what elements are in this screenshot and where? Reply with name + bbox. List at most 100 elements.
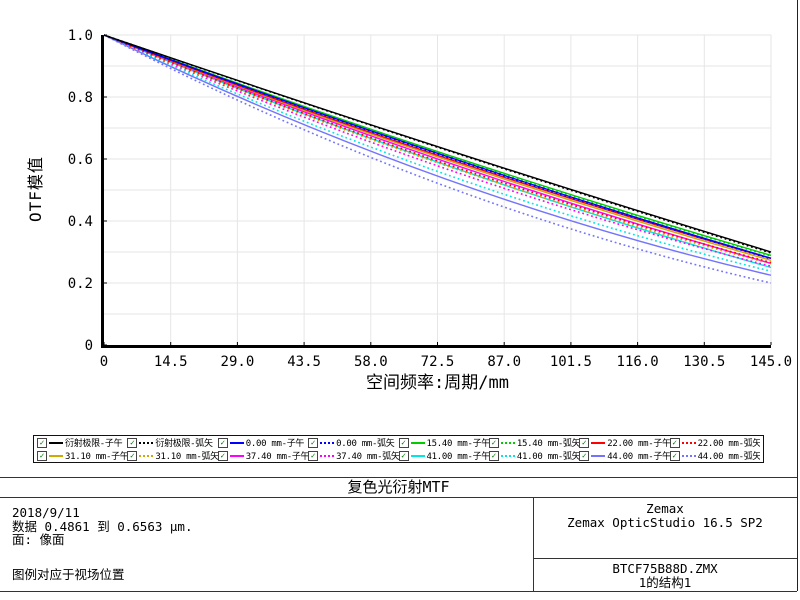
legend-entry: ✓ 31.10 mm-弧矢	[127, 449, 218, 462]
y-tick-label: 0.6	[68, 152, 93, 168]
legend-entry: ✓ 0.00 mm-弧矢	[308, 436, 398, 449]
legend-entry-label: 37.40 mm-弧矢	[336, 452, 399, 462]
legend-checkbox-icon[interactable]: ✓	[488, 450, 499, 461]
y-tick-label: 1.0	[68, 28, 93, 44]
y-tick-label: 0.2	[68, 276, 93, 292]
mtf-curve	[103, 34, 772, 284]
legend-checkbox-icon[interactable]: ✓	[488, 437, 499, 448]
legend-checkbox-icon[interactable]: ✓	[37, 437, 47, 448]
legend-entry: ✓ 22.00 mm-子午	[579, 436, 670, 449]
legend-checkbox-icon[interactable]: ✓	[398, 437, 409, 448]
legend-entry-label: 44.00 mm-子午	[607, 452, 670, 462]
x-tick-label: 29.0	[221, 354, 255, 370]
legend-entry: ✓ 31.10 mm-子午	[37, 449, 127, 462]
legend: ✓ 衍射极限-子午 ✓ 衍射极限-弧矢 ✓ 0.00 mm-子午 ✓ 0.00 mm-弧矢 ✓ 1…	[33, 435, 764, 463]
divider	[533, 497, 534, 591]
legend-line-swatch	[500, 441, 515, 444]
legend-checkbox-icon[interactable]: ✓	[127, 437, 138, 448]
x-tick-label: 87.0	[487, 354, 521, 370]
x-tick-label: 58.0	[354, 354, 388, 370]
legend-line-swatch	[49, 454, 63, 457]
legend-entry-label: 衍射极限-子午	[65, 439, 123, 449]
legend-entry-label: 41.00 mm-子午	[426, 452, 489, 462]
legend-entry-label: 22.00 mm-弧矢	[697, 439, 760, 449]
vendor-name: Zemax	[646, 501, 684, 516]
legend-checkbox-icon[interactable]: ✓	[579, 450, 590, 461]
legend-checkbox-icon[interactable]: ✓	[37, 450, 47, 461]
legend-entry-label: 15.40 mm-子午	[426, 439, 489, 449]
legend-entry: ✓ 44.00 mm-弧矢	[669, 449, 760, 462]
legend-checkbox-icon[interactable]: ✓	[127, 450, 138, 461]
file-info: BTCF75B88D.ZMX 1的结构1	[533, 561, 797, 591]
legend-entry-label: 0.00 mm-子午	[245, 439, 305, 449]
legend-row: ✓ 衍射极限-子午 ✓ 衍射极限-弧矢 ✓ 0.00 mm-子午 ✓ 0.00 mm-弧矢 ✓ 1…	[34, 436, 763, 449]
legend-checkbox-icon[interactable]: ✓	[217, 450, 228, 461]
legend-row: ✓ 31.10 mm-子午 ✓ 31.10 mm-弧矢 ✓ 37.40 mm-子午 ✓ 37.…	[34, 449, 763, 462]
analysis-surface: 面: 像面	[12, 532, 65, 547]
legend-line-swatch	[591, 454, 606, 457]
x-tick-label: 116.0	[617, 354, 659, 370]
legend-entry-label: 22.00 mm-子午	[607, 439, 670, 449]
legend-checkbox-icon[interactable]: ✓	[217, 437, 228, 448]
legend-checkbox-icon[interactable]: ✓	[308, 437, 319, 448]
legend-checkbox-icon[interactable]: ✓	[579, 437, 590, 448]
x-axis-title: 空间频率:周期/mm	[366, 373, 509, 393]
mtf-curve	[103, 34, 772, 264]
x-tick-label: 43.5	[287, 354, 321, 370]
mtf-curve	[103, 34, 772, 272]
legend-entry: ✓ 37.40 mm-子午	[217, 449, 309, 462]
legend-line-swatch	[139, 454, 154, 457]
mtf-chart: 0 0.2 0.4 0.6 0.8 1.0 0 14.5 29.0 43.5 58.0 72.5 87.…	[68, 28, 792, 370]
x-tick-label: 72.5	[421, 354, 455, 370]
legend-entry: ✓ 41.00 mm-弧矢	[488, 449, 579, 462]
legend-line-swatch	[229, 454, 244, 457]
legend-line-swatch	[410, 454, 425, 457]
legend-line-swatch	[49, 441, 63, 444]
mtf-curve	[103, 34, 772, 268]
legend-entry-label: 31.10 mm-子午	[65, 452, 128, 462]
legend-checkbox-icon[interactable]: ✓	[308, 450, 319, 461]
legend-line-swatch	[139, 441, 154, 444]
legend-line-swatch	[681, 441, 696, 444]
mtf-curve	[103, 34, 772, 253]
legend-line-swatch	[591, 441, 606, 444]
legend-note: 图例对应于视场位置	[12, 567, 125, 582]
legend-checkbox-icon[interactable]: ✓	[398, 450, 409, 461]
y-tick-label: 0.4	[68, 214, 93, 230]
divider	[0, 591, 797, 592]
divider	[0, 497, 797, 498]
lens-file-name: BTCF75B88D.ZMX	[612, 561, 718, 576]
legend-line-swatch	[229, 441, 244, 444]
legend-checkbox-icon[interactable]: ✓	[669, 450, 680, 461]
legend-entry: ✓ 0.00 mm-子午	[217, 436, 308, 449]
page-title: 复色光衍射MTF	[347, 478, 450, 496]
y-tick-label: 0	[85, 338, 93, 354]
divider	[533, 558, 797, 559]
product-name: Zemax OpticStudio 16.5 SP2	[567, 515, 763, 531]
mtf-curve	[103, 34, 772, 276]
x-tick-label: 14.5	[154, 354, 188, 370]
y-tick-label: 0.8	[68, 90, 93, 106]
vendor-info: Zemax Zemax OpticStudio 16.5 SP2	[533, 501, 797, 531]
legend-checkbox-icon[interactable]: ✓	[669, 437, 680, 448]
legend-entry-label: 37.40 mm-子午	[245, 452, 309, 462]
legend-entry: ✓ 15.40 mm-弧矢	[488, 436, 580, 449]
legend-entry: ✓ 44.00 mm-子午	[579, 449, 670, 462]
legend-line-swatch	[681, 454, 696, 457]
legend-line-swatch	[500, 454, 515, 457]
y-axis-title: OTF模值	[26, 156, 45, 222]
x-tick-label: 145.0	[750, 354, 792, 370]
x-tick-label: 0	[100, 354, 108, 370]
legend-entry-label: 31.10 mm-弧矢	[155, 452, 218, 462]
legend-entry-label: 0.00 mm-弧矢	[336, 439, 395, 449]
analysis-wavelength-range: 数据 0.4861 到 0.6563 µm.	[12, 518, 193, 534]
analysis-date: 2018/9/11	[12, 505, 80, 520]
legend-entry-label: 衍射极限-弧矢	[155, 439, 213, 449]
legend-entry: ✓ 22.00 mm-弧矢	[669, 436, 760, 449]
configuration-label: 1的结构1	[638, 575, 692, 591]
legend-entry-label: 15.40 mm-弧矢	[516, 439, 580, 449]
legend-entry-label: 44.00 mm-弧矢	[697, 452, 760, 462]
x-tick-label: 130.5	[683, 354, 725, 370]
divider	[0, 477, 797, 478]
